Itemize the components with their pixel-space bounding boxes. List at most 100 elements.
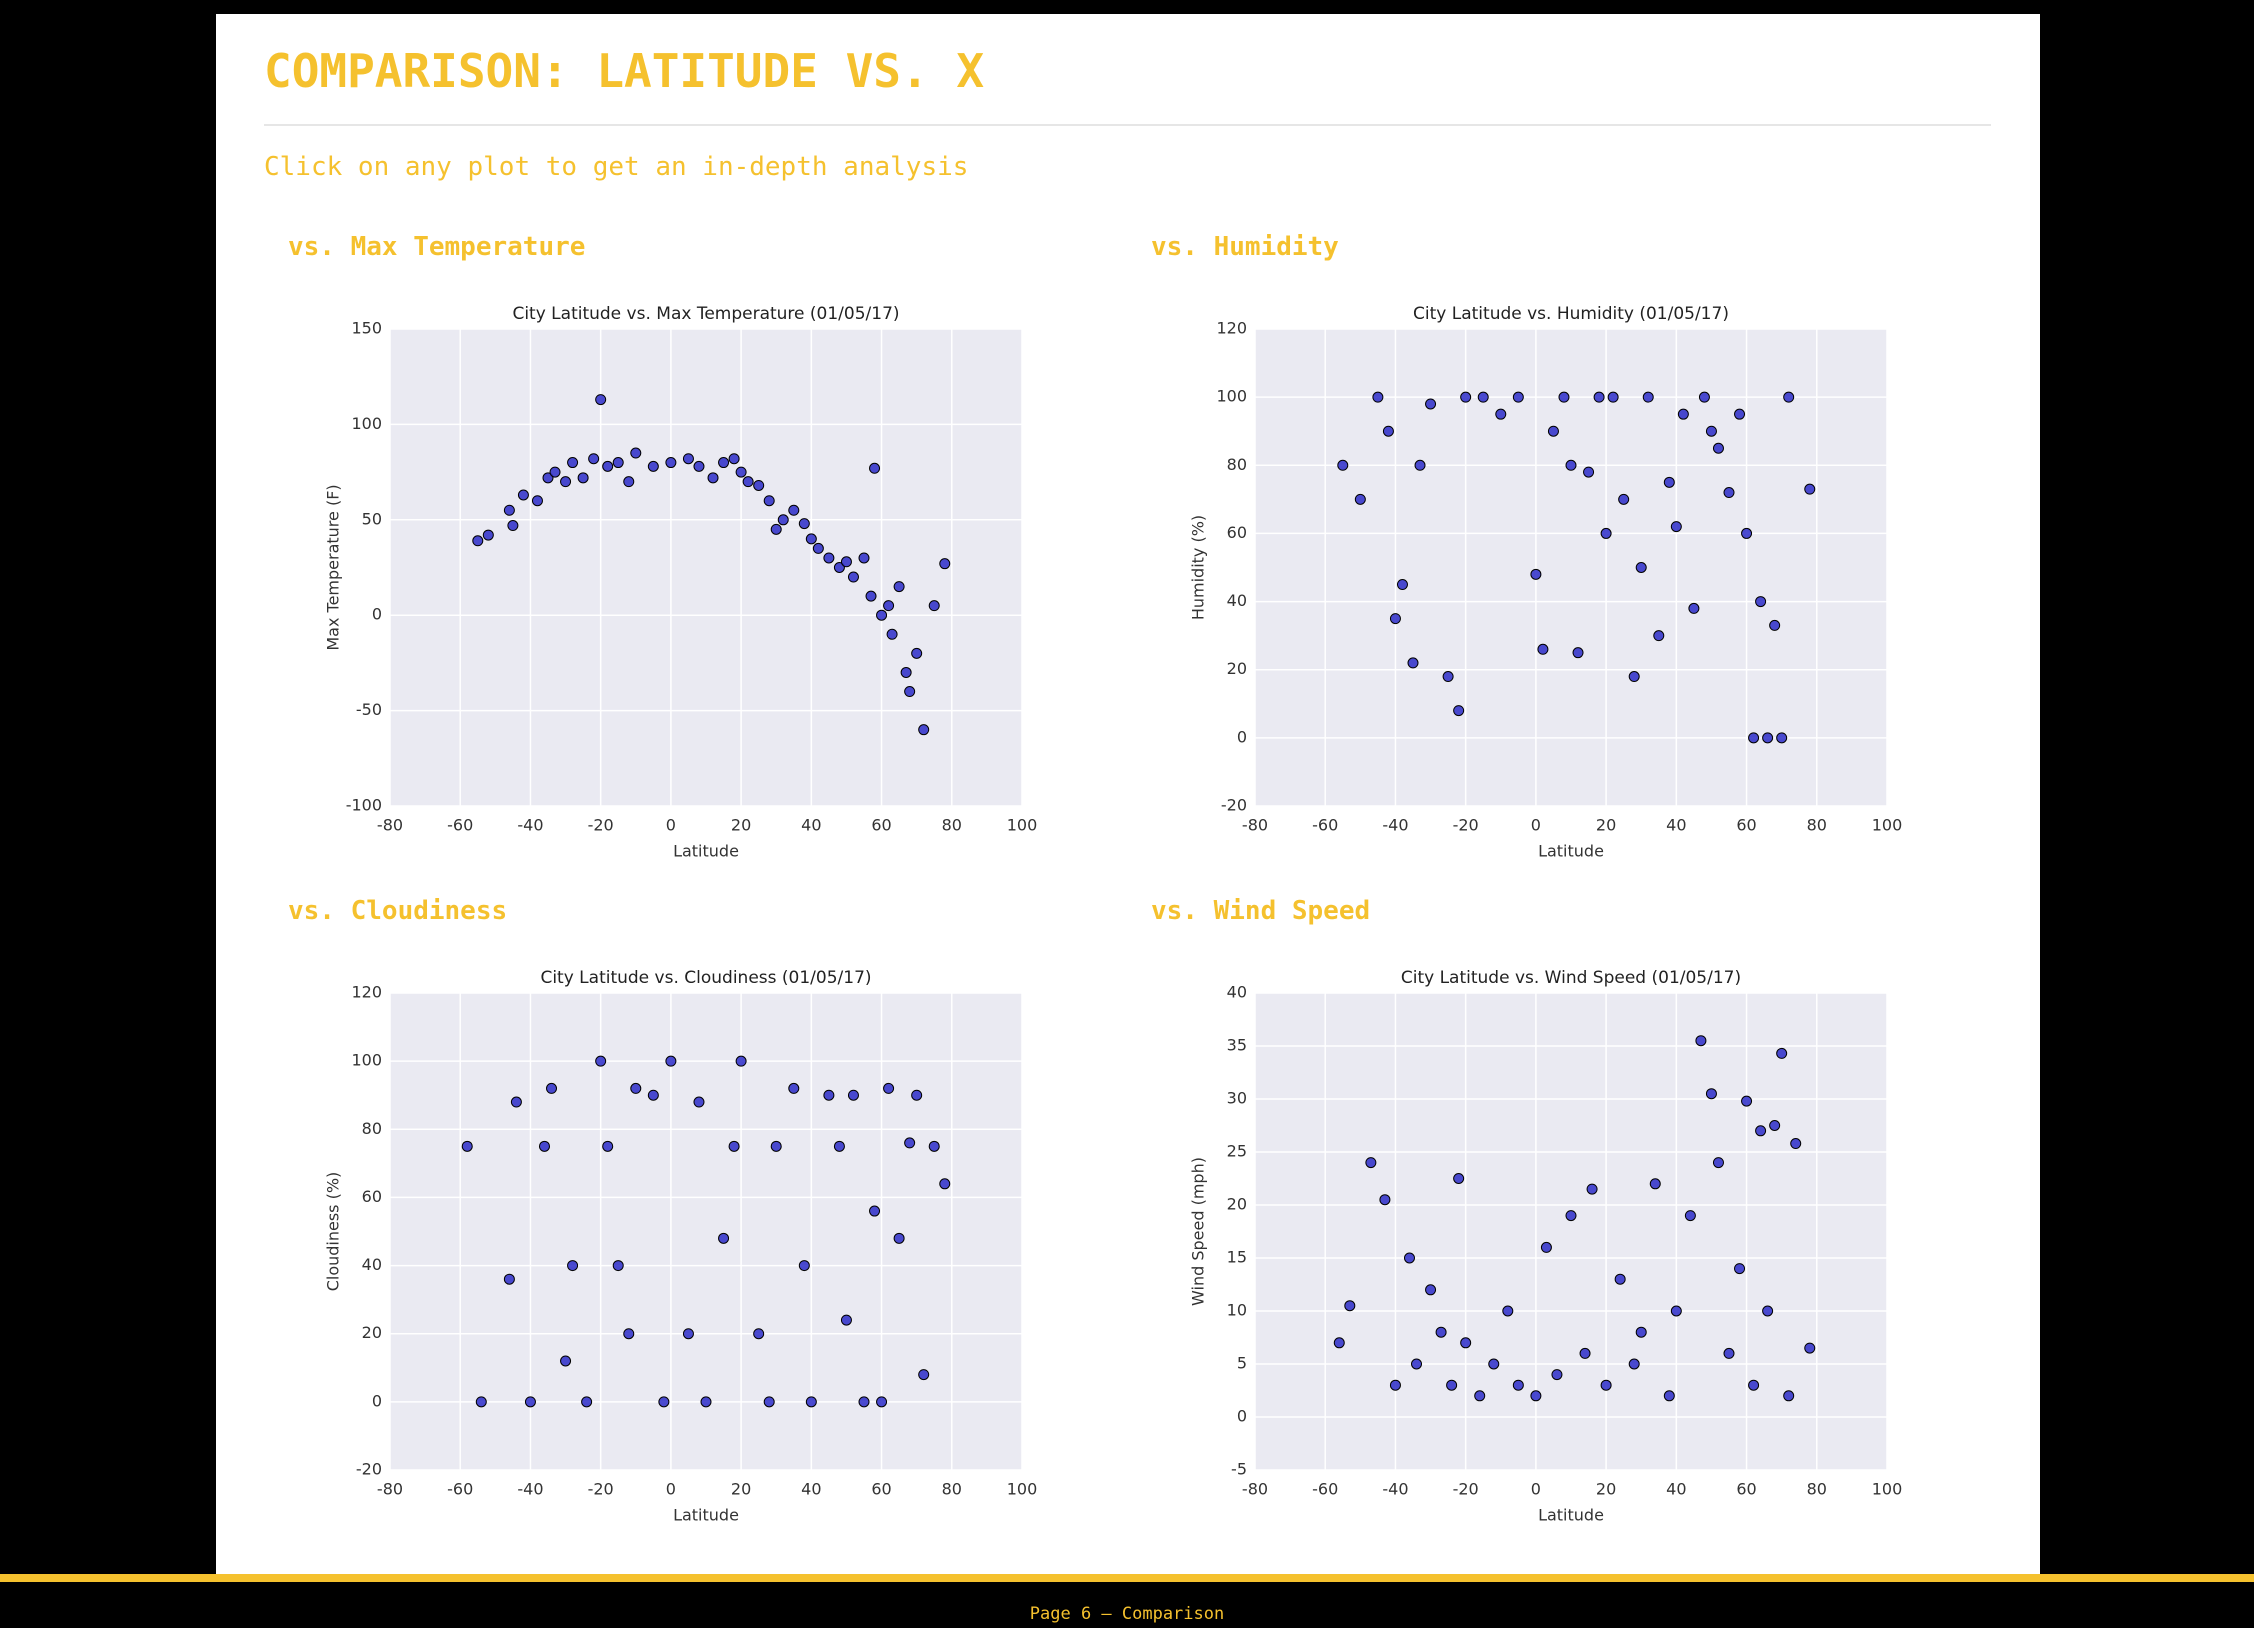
y-tick-label: 0 xyxy=(372,605,382,624)
plot-area xyxy=(390,329,1022,806)
data-point xyxy=(1628,671,1640,683)
data-point xyxy=(1748,732,1760,744)
y-tick-label: 35 xyxy=(1227,1036,1247,1055)
y-tick-label: 100 xyxy=(351,1051,382,1070)
y-axis-label: Wind Speed (mph) xyxy=(1189,1157,1208,1306)
data-point xyxy=(1804,483,1816,495)
data-point xyxy=(693,460,705,472)
data-point xyxy=(595,1055,607,1067)
y-tick-label: 40 xyxy=(362,1255,382,1274)
data-point xyxy=(1565,1210,1577,1222)
scatter-plot[interactable]: -20 0 20 40 60 80 100 120 -80 -60 -40 -20 0 20 40 60 80 1… xyxy=(1165,290,2025,910)
data-point xyxy=(1653,630,1665,642)
data-point xyxy=(623,476,635,488)
data-point xyxy=(928,1140,940,1152)
x-tick-label: 100 xyxy=(1007,1480,1038,1499)
scatter-plot[interactable]: -5 0 5 10 15 20 25 30 35 40 -80 -60 -40 -20 0 20 40 60 80 1… xyxy=(1165,954,2025,1574)
data-point xyxy=(1712,1157,1724,1169)
data-point xyxy=(753,479,765,491)
data-point xyxy=(1663,476,1675,488)
data-point xyxy=(665,457,677,469)
y-tick-label: 120 xyxy=(1216,319,1247,338)
chart-title: City Latitude vs. Cloudiness (01/05/17) xyxy=(540,968,871,988)
data-point xyxy=(1748,1379,1760,1391)
data-point xyxy=(1804,1342,1816,1354)
x-tick-label: 80 xyxy=(1807,1480,1827,1499)
data-point xyxy=(507,520,519,532)
data-point xyxy=(1558,391,1570,403)
section-heading: vs. Humidity xyxy=(1151,232,1339,262)
y-tick-label: 60 xyxy=(1227,523,1247,542)
data-point xyxy=(1551,1369,1563,1381)
data-point xyxy=(1762,732,1774,744)
data-point xyxy=(1425,398,1437,410)
data-point xyxy=(503,1273,515,1285)
page-title: COMPARISON: LATITUDE VS. X xyxy=(264,44,985,98)
data-point xyxy=(1769,619,1781,631)
data-point xyxy=(1776,1047,1788,1059)
x-tick-label: -20 xyxy=(588,1480,614,1499)
data-point xyxy=(777,514,789,526)
x-tick-label: 80 xyxy=(942,816,962,835)
y-tick-label: 20 xyxy=(1227,659,1247,678)
data-point xyxy=(1460,391,1472,403)
data-point xyxy=(588,453,600,465)
y-tick-label: 80 xyxy=(362,1119,382,1138)
data-point xyxy=(893,1232,905,1244)
y-axis-label: Humidity (%) xyxy=(1189,515,1208,620)
data-point xyxy=(823,552,835,564)
data-point xyxy=(1583,466,1595,478)
x-tick-label: 100 xyxy=(1007,816,1038,835)
data-point xyxy=(1762,1305,1774,1317)
data-point xyxy=(788,1082,800,1094)
x-tick-label: 0 xyxy=(1531,816,1541,835)
data-point xyxy=(928,600,940,612)
y-tick-label: 25 xyxy=(1227,1142,1247,1161)
footer: Page 6 – Comparison xyxy=(1029,1604,1225,1624)
data-point xyxy=(1783,391,1795,403)
data-point xyxy=(560,476,572,488)
plot-area xyxy=(1255,993,1887,1470)
data-point xyxy=(805,1396,817,1408)
data-point xyxy=(788,504,800,516)
data-point xyxy=(1670,521,1682,533)
x-axis-label: Latitude xyxy=(673,842,739,861)
data-point xyxy=(595,394,607,406)
section-heading: vs. Wind Speed xyxy=(1151,896,1371,926)
x-tick-label: 20 xyxy=(1596,1480,1616,1499)
data-point xyxy=(1411,1358,1423,1370)
data-point xyxy=(893,581,905,593)
data-point xyxy=(1414,459,1426,471)
data-point xyxy=(1734,408,1746,420)
data-point xyxy=(531,495,543,507)
data-point xyxy=(549,466,561,478)
data-point xyxy=(1600,1379,1612,1391)
data-point xyxy=(630,447,642,459)
x-tick-label: 20 xyxy=(1596,816,1616,835)
data-point xyxy=(1688,602,1700,614)
data-point xyxy=(753,1328,765,1340)
x-tick-label: -60 xyxy=(1312,1480,1338,1499)
x-tick-label: 40 xyxy=(801,816,821,835)
data-point xyxy=(707,472,719,484)
data-point xyxy=(682,453,694,465)
x-axis-label: Latitude xyxy=(673,1506,739,1525)
data-point xyxy=(665,1055,677,1067)
data-point xyxy=(939,1178,951,1190)
scatter-plot[interactable]: -100 -50 0 50 100 150 -80 -60 -40 -20 0 20 40 60 80 100… xyxy=(300,290,1160,910)
x-tick-label: 40 xyxy=(1666,816,1686,835)
data-point xyxy=(865,590,877,602)
data-point xyxy=(876,1396,888,1408)
data-point xyxy=(798,518,810,530)
data-point xyxy=(763,495,775,507)
data-point xyxy=(647,1089,659,1101)
data-point xyxy=(735,466,747,478)
data-point xyxy=(823,1089,835,1101)
scatter-plot[interactable]: -20 0 20 40 60 80 100 120 -80 -60 -40 -20 0 20 40 60 80 1… xyxy=(300,954,1160,1574)
y-tick-label: 30 xyxy=(1227,1089,1247,1108)
data-point xyxy=(1705,425,1717,437)
y-tick-label: -100 xyxy=(346,796,382,815)
x-tick-label: -40 xyxy=(1382,1480,1408,1499)
y-tick-label: 100 xyxy=(1216,387,1247,406)
